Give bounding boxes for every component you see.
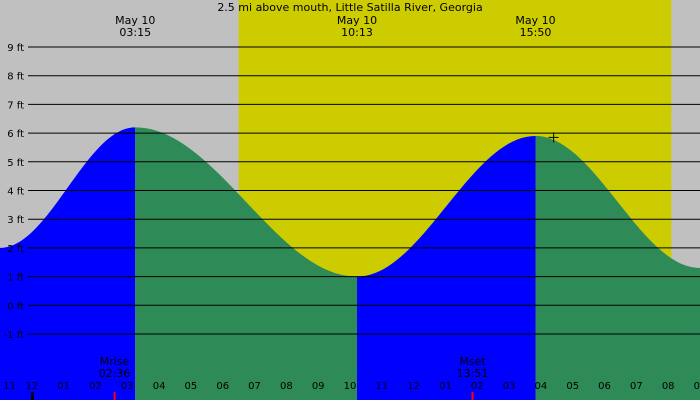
y-tick-label: 0 ft: [7, 301, 24, 312]
x-tick-label: 05: [566, 381, 579, 392]
y-tick-label: 6 ft: [7, 129, 24, 140]
x-tick-label: 07: [248, 381, 261, 392]
y-tick-label: 9 ft: [7, 43, 24, 54]
y-tick-label: 8 ft: [7, 72, 24, 83]
x-tick-label: 12: [407, 381, 420, 392]
moon-event-time: 13:51: [457, 367, 489, 380]
x-tick-label: 09: [694, 381, 700, 392]
x-tick-label: 04: [153, 381, 166, 392]
y-tick-label: 2 ft: [7, 244, 24, 255]
x-tick-label: 11: [3, 381, 16, 392]
x-tick-label: 11: [375, 381, 388, 392]
falling-tide-area: [135, 127, 357, 400]
x-tick-label: 06: [598, 381, 611, 392]
x-tick-label: 02: [89, 381, 102, 392]
tide-event-date: May 10: [115, 14, 155, 27]
chart-title: 2.5 mi above mouth, Little Satilla River…: [217, 1, 482, 14]
x-tick-label: 03: [503, 381, 516, 392]
y-tick-label: 3 ft: [7, 215, 24, 226]
tide-event-time: 15:50: [520, 26, 552, 39]
x-tick-label: 04: [535, 381, 548, 392]
grid-lines: [28, 46, 700, 335]
x-tick-labels: 11 12 01 02 03 04 05 06 07 08 09 10 11 12 01 02 03 04 05 06…: [3, 381, 700, 400]
tide-event-time: 03:15: [119, 26, 151, 39]
y-tick-label: 7 ft: [7, 100, 24, 111]
x-tick-label: 08: [662, 381, 675, 392]
moon-event-tick: [471, 392, 474, 400]
midnight-tick: [30, 392, 34, 400]
tide-event-date: May 10: [515, 14, 555, 27]
x-tick-label: 08: [280, 381, 293, 392]
moon-event-time: 02:36: [99, 367, 131, 380]
x-tick-label: 01: [439, 381, 452, 392]
current-marker: [548, 132, 559, 143]
y-tick-label: 1 ft: [7, 273, 24, 284]
x-tick-label: 02: [471, 381, 484, 392]
x-tick-label: 05: [185, 381, 198, 392]
y-tick-label: 4 ft: [7, 187, 24, 198]
x-tick-label: 07: [630, 381, 643, 392]
moon-event-label: Mrise: [100, 355, 130, 368]
moon-event-label: Mset: [459, 355, 486, 368]
x-tick-label: 09: [312, 381, 325, 392]
x-tick-label: 01: [57, 381, 70, 392]
y-tick-labels: 9 ft 8 ft 7 ft 6 ft 5 ft 4 ft 3 ft 2 ft 1 ft 0 ft…: [4, 43, 24, 341]
rising-tide-area: [0, 127, 136, 400]
x-tick-label: 03: [121, 381, 134, 392]
x-tick-label: 10: [344, 381, 357, 392]
y-tick-label: 5 ft: [7, 158, 24, 169]
y-tick-label: -1 ft: [4, 330, 24, 341]
x-tick-label: 12: [25, 381, 38, 392]
tide-event-date: May 10: [337, 14, 377, 27]
tide-event-time: 10:13: [341, 26, 373, 39]
moon-event-tick: [113, 392, 116, 400]
x-tick-label: 06: [216, 381, 229, 392]
